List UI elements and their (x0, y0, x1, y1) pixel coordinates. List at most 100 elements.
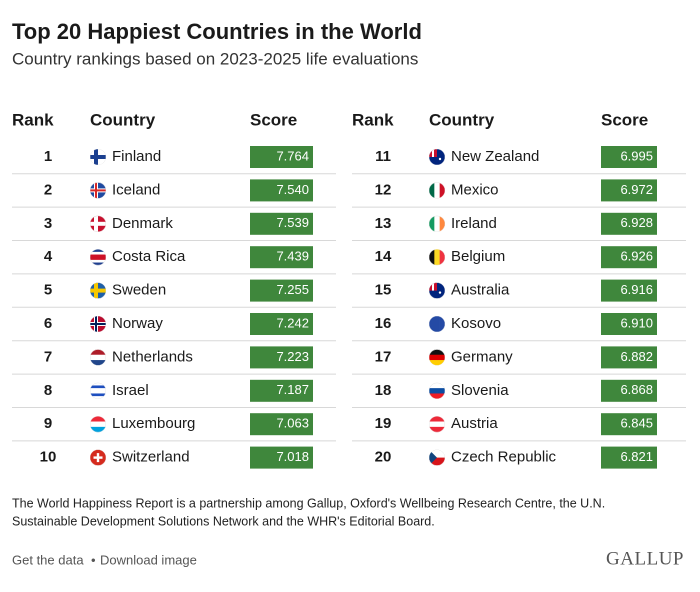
rank: 12 (375, 181, 392, 198)
score: 6.910 (620, 315, 653, 330)
stripe (429, 449, 437, 466)
rank: 17 (375, 348, 392, 365)
stripe (90, 416, 106, 422)
rank: 18 (375, 382, 392, 399)
rank: 11 (375, 148, 391, 165)
stripe (429, 382, 445, 389)
stripe (429, 215, 435, 232)
stripe (90, 189, 106, 192)
flag (429, 249, 445, 266)
score: 6.926 (620, 249, 653, 264)
score: 6.868 (620, 382, 653, 397)
flag (429, 416, 445, 433)
score: 6.995 (620, 148, 653, 163)
stripe (90, 257, 106, 261)
rank: 9 (44, 415, 52, 432)
score-box (601, 179, 657, 202)
stripe (432, 149, 434, 157)
score-box (250, 146, 313, 168)
stripe (429, 388, 445, 394)
stripe (90, 385, 106, 389)
rank: 15 (375, 282, 392, 299)
stripe (90, 390, 106, 394)
flag (429, 349, 445, 366)
score: 7.540 (276, 182, 309, 197)
flag (90, 249, 106, 266)
column-header: Rank (352, 110, 394, 129)
stripe (90, 251, 106, 255)
score: 7.223 (276, 349, 309, 364)
stripe (90, 249, 106, 253)
stripe (429, 426, 445, 433)
flag (429, 449, 445, 466)
flag (90, 215, 106, 232)
score-box (601, 346, 657, 369)
flag (429, 215, 445, 232)
rank: 8 (44, 382, 52, 399)
stripe (434, 316, 440, 332)
rank: 20 (375, 449, 392, 466)
stripe (90, 354, 106, 361)
stripe (90, 421, 106, 428)
stripe (434, 249, 440, 266)
stripe (90, 288, 106, 293)
rank: 14 (375, 248, 392, 265)
flag (90, 149, 106, 165)
score: 6.916 (620, 282, 653, 297)
score: 6.845 (620, 416, 653, 431)
column-header: Country (90, 110, 156, 129)
country: Norway (112, 315, 163, 332)
stripe (429, 354, 445, 361)
subtitle: Country rankings based on 2023-2025 life… (12, 49, 418, 68)
flag (90, 316, 106, 332)
country: Finland (112, 148, 161, 165)
flag (429, 382, 445, 399)
stripe (439, 249, 445, 266)
stripe (439, 316, 445, 332)
stripe (429, 449, 445, 458)
country: New Zealand (451, 148, 539, 165)
rank: 1 (44, 148, 52, 165)
country: Luxembourg (112, 415, 195, 432)
stripe (439, 215, 445, 232)
score-box (250, 346, 313, 369)
score-box (601, 413, 657, 436)
column-header: Score (250, 110, 297, 129)
stripe (429, 393, 445, 399)
stripe (434, 182, 440, 199)
stripe (429, 249, 435, 266)
link[interactable]: Download image (100, 552, 197, 567)
rank: 4 (44, 248, 53, 265)
note: Sustainable Development Solutions Networ… (12, 514, 435, 528)
flag (429, 282, 445, 299)
score-box (250, 179, 313, 202)
score-box (601, 212, 657, 235)
score-box (250, 379, 313, 402)
rank: 19 (375, 415, 392, 432)
stripe (429, 182, 435, 199)
score-box (601, 146, 657, 168)
score: 7.764 (276, 148, 309, 163)
country: Denmark (112, 215, 173, 232)
country: Germany (451, 348, 513, 365)
flag (429, 316, 445, 332)
stripe (432, 282, 434, 291)
link[interactable]: Get the data (12, 552, 84, 567)
score-box (250, 413, 313, 436)
score: 6.928 (620, 215, 653, 230)
country: Israel (112, 382, 149, 399)
score: 7.242 (276, 315, 309, 330)
country: Sweden (112, 282, 166, 299)
flag (90, 382, 106, 399)
stripe (90, 396, 106, 399)
score-box (250, 212, 313, 235)
rank: 2 (44, 181, 52, 198)
score-box (250, 246, 313, 269)
stripe (429, 349, 445, 356)
score-box (601, 379, 657, 402)
flag (90, 282, 106, 299)
flag (90, 182, 106, 199)
flag (90, 449, 106, 466)
column-header: Rank (12, 110, 54, 129)
